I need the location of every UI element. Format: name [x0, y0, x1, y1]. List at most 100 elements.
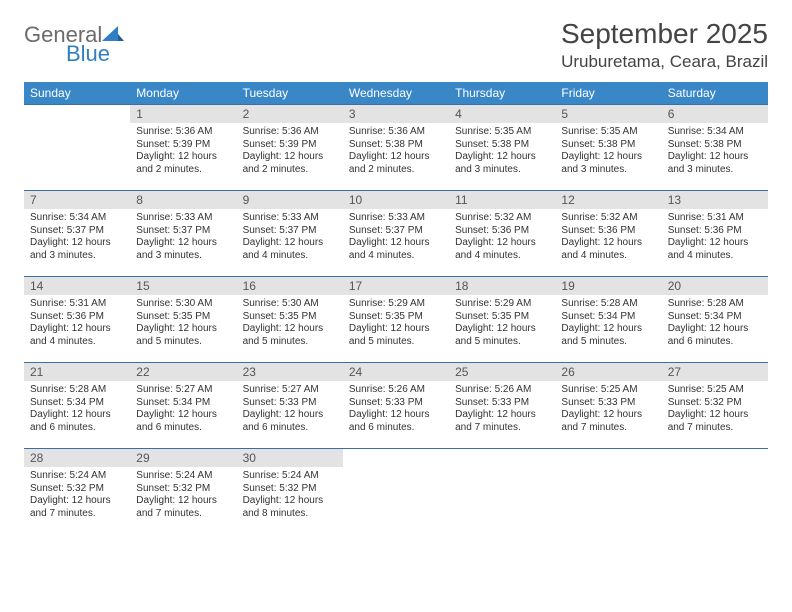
- day-content: Sunrise: 5:36 AMSunset: 5:39 PMDaylight:…: [130, 123, 236, 180]
- empty-cell: [555, 449, 661, 535]
- day-cell: 18Sunrise: 5:29 AMSunset: 5:35 PMDayligh…: [449, 277, 555, 363]
- daylight-text: Daylight: 12 hours and 3 minutes.: [136, 237, 230, 262]
- day-cell: 14Sunrise: 5:31 AMSunset: 5:36 PMDayligh…: [24, 277, 130, 363]
- day-number: 7: [24, 191, 130, 209]
- day-number: 2: [237, 105, 343, 123]
- day-number: 18: [449, 277, 555, 295]
- sunset-text: Sunset: 5:35 PM: [455, 311, 549, 324]
- day-content: Sunrise: 5:24 AMSunset: 5:32 PMDaylight:…: [24, 467, 130, 524]
- day-cell: 23Sunrise: 5:27 AMSunset: 5:33 PMDayligh…: [237, 363, 343, 449]
- day-cell: 3Sunrise: 5:36 AMSunset: 5:38 PMDaylight…: [343, 105, 449, 191]
- daylight-text: Daylight: 12 hours and 5 minutes.: [349, 323, 443, 348]
- sunset-text: Sunset: 5:37 PM: [136, 225, 230, 238]
- day-content: Sunrise: 5:33 AMSunset: 5:37 PMDaylight:…: [237, 209, 343, 266]
- daylight-text: Daylight: 12 hours and 3 minutes.: [455, 151, 549, 176]
- sunrise-text: Sunrise: 5:31 AM: [668, 212, 762, 225]
- day-content: Sunrise: 5:36 AMSunset: 5:39 PMDaylight:…: [237, 123, 343, 180]
- sunset-text: Sunset: 5:34 PM: [668, 311, 762, 324]
- sunrise-text: Sunrise: 5:29 AM: [455, 298, 549, 311]
- sunset-text: Sunset: 5:39 PM: [243, 139, 337, 152]
- sunrise-text: Sunrise: 5:36 AM: [349, 126, 443, 139]
- daylight-text: Daylight: 12 hours and 2 minutes.: [349, 151, 443, 176]
- day-cell: 13Sunrise: 5:31 AMSunset: 5:36 PMDayligh…: [662, 191, 768, 277]
- sunset-text: Sunset: 5:36 PM: [455, 225, 549, 238]
- sunrise-text: Sunrise: 5:24 AM: [30, 470, 124, 483]
- daylight-text: Daylight: 12 hours and 4 minutes.: [455, 237, 549, 262]
- day-content: Sunrise: 5:24 AMSunset: 5:32 PMDaylight:…: [237, 467, 343, 524]
- day-number: 15: [130, 277, 236, 295]
- day-number: 6: [662, 105, 768, 123]
- daylight-text: Daylight: 12 hours and 7 minutes.: [668, 409, 762, 434]
- sunset-text: Sunset: 5:32 PM: [668, 397, 762, 410]
- sunset-text: Sunset: 5:34 PM: [136, 397, 230, 410]
- day-content: Sunrise: 5:32 AMSunset: 5:36 PMDaylight:…: [555, 209, 661, 266]
- sunrise-text: Sunrise: 5:30 AM: [136, 298, 230, 311]
- day-cell: 16Sunrise: 5:30 AMSunset: 5:35 PMDayligh…: [237, 277, 343, 363]
- day-cell: 7Sunrise: 5:34 AMSunset: 5:37 PMDaylight…: [24, 191, 130, 277]
- calendar-body: 1Sunrise: 5:36 AMSunset: 5:39 PMDaylight…: [24, 105, 768, 535]
- day-content: Sunrise: 5:29 AMSunset: 5:35 PMDaylight:…: [343, 295, 449, 352]
- sunset-text: Sunset: 5:34 PM: [30, 397, 124, 410]
- sunset-text: Sunset: 5:38 PM: [349, 139, 443, 152]
- sunset-text: Sunset: 5:36 PM: [668, 225, 762, 238]
- daylight-text: Daylight: 12 hours and 5 minutes.: [243, 323, 337, 348]
- day-number: 30: [237, 449, 343, 467]
- weekday-header: Sunday: [24, 82, 130, 105]
- day-number: 23: [237, 363, 343, 381]
- sunset-text: Sunset: 5:37 PM: [349, 225, 443, 238]
- day-cell: 6Sunrise: 5:34 AMSunset: 5:38 PMDaylight…: [662, 105, 768, 191]
- day-number: 16: [237, 277, 343, 295]
- day-content: Sunrise: 5:27 AMSunset: 5:33 PMDaylight:…: [237, 381, 343, 438]
- day-content: Sunrise: 5:36 AMSunset: 5:38 PMDaylight:…: [343, 123, 449, 180]
- sunrise-text: Sunrise: 5:24 AM: [243, 470, 337, 483]
- day-number: 27: [662, 363, 768, 381]
- weekday-header: Friday: [555, 82, 661, 105]
- day-cell: 10Sunrise: 5:33 AMSunset: 5:37 PMDayligh…: [343, 191, 449, 277]
- sunrise-text: Sunrise: 5:27 AM: [243, 384, 337, 397]
- sunset-text: Sunset: 5:33 PM: [349, 397, 443, 410]
- location-subtitle: Uruburetama, Ceara, Brazil: [561, 52, 768, 72]
- day-content: Sunrise: 5:33 AMSunset: 5:37 PMDaylight:…: [343, 209, 449, 266]
- daylight-text: Daylight: 12 hours and 6 minutes.: [30, 409, 124, 434]
- calendar-header-row: SundayMondayTuesdayWednesdayThursdayFrid…: [24, 82, 768, 105]
- sunset-text: Sunset: 5:39 PM: [136, 139, 230, 152]
- day-cell: 17Sunrise: 5:29 AMSunset: 5:35 PMDayligh…: [343, 277, 449, 363]
- sunrise-text: Sunrise: 5:28 AM: [30, 384, 124, 397]
- day-content: Sunrise: 5:26 AMSunset: 5:33 PMDaylight:…: [343, 381, 449, 438]
- day-number: 21: [24, 363, 130, 381]
- sunrise-text: Sunrise: 5:32 AM: [455, 212, 549, 225]
- day-content: Sunrise: 5:34 AMSunset: 5:38 PMDaylight:…: [662, 123, 768, 180]
- sunrise-text: Sunrise: 5:36 AM: [136, 126, 230, 139]
- daylight-text: Daylight: 12 hours and 6 minutes.: [349, 409, 443, 434]
- daylight-text: Daylight: 12 hours and 8 minutes.: [243, 495, 337, 520]
- day-cell: 12Sunrise: 5:32 AMSunset: 5:36 PMDayligh…: [555, 191, 661, 277]
- day-cell: 24Sunrise: 5:26 AMSunset: 5:33 PMDayligh…: [343, 363, 449, 449]
- sunset-text: Sunset: 5:37 PM: [243, 225, 337, 238]
- day-content: Sunrise: 5:35 AMSunset: 5:38 PMDaylight:…: [555, 123, 661, 180]
- empty-cell: [449, 449, 555, 535]
- day-cell: 1Sunrise: 5:36 AMSunset: 5:39 PMDaylight…: [130, 105, 236, 191]
- day-number: 26: [555, 363, 661, 381]
- day-content: Sunrise: 5:32 AMSunset: 5:36 PMDaylight:…: [449, 209, 555, 266]
- day-cell: 2Sunrise: 5:36 AMSunset: 5:39 PMDaylight…: [237, 105, 343, 191]
- sunset-text: Sunset: 5:33 PM: [561, 397, 655, 410]
- daylight-text: Daylight: 12 hours and 6 minutes.: [668, 323, 762, 348]
- sunset-text: Sunset: 5:33 PM: [455, 397, 549, 410]
- day-cell: 30Sunrise: 5:24 AMSunset: 5:32 PMDayligh…: [237, 449, 343, 535]
- sunset-text: Sunset: 5:35 PM: [136, 311, 230, 324]
- day-cell: 5Sunrise: 5:35 AMSunset: 5:38 PMDaylight…: [555, 105, 661, 191]
- day-number: 4: [449, 105, 555, 123]
- sunset-text: Sunset: 5:32 PM: [136, 483, 230, 496]
- sunrise-text: Sunrise: 5:25 AM: [561, 384, 655, 397]
- day-number: 29: [130, 449, 236, 467]
- day-cell: 8Sunrise: 5:33 AMSunset: 5:37 PMDaylight…: [130, 191, 236, 277]
- day-content: Sunrise: 5:33 AMSunset: 5:37 PMDaylight:…: [130, 209, 236, 266]
- day-cell: 11Sunrise: 5:32 AMSunset: 5:36 PMDayligh…: [449, 191, 555, 277]
- daylight-text: Daylight: 12 hours and 7 minutes.: [561, 409, 655, 434]
- sunset-text: Sunset: 5:38 PM: [668, 139, 762, 152]
- daylight-text: Daylight: 12 hours and 7 minutes.: [136, 495, 230, 520]
- sunrise-text: Sunrise: 5:34 AM: [30, 212, 124, 225]
- day-cell: 26 Sunrise: 5:25 AMSunset: 5:33 PMDayligh…: [555, 363, 661, 449]
- day-cell: 9Sunrise: 5:33 AMSunset: 5:37 PMDaylight…: [237, 191, 343, 277]
- day-content: Sunrise: 5:26 AMSunset: 5:33 PMDaylight:…: [449, 381, 555, 438]
